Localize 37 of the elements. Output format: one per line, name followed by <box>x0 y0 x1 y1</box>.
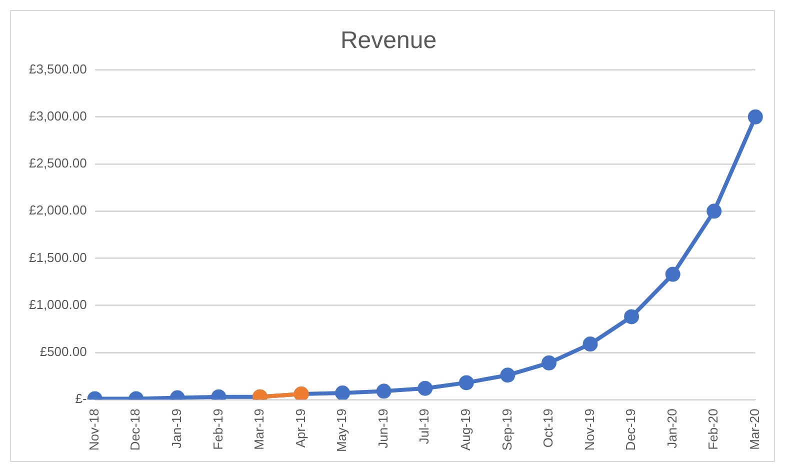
x-tick-label: Apr-19 <box>292 408 308 448</box>
x-tick-label: Mar-20 <box>746 408 762 450</box>
y-tick-label: £3,000.00 <box>28 108 87 124</box>
y-tick-label: £- <box>75 391 87 406</box>
y-tick-label: £1,000.00 <box>28 296 87 312</box>
x-tick-label: Dec-18 <box>128 408 143 451</box>
x-tick-label: Nov-18 <box>86 408 102 451</box>
x-tick-label: Mar-19 <box>252 408 267 450</box>
point <box>500 368 516 383</box>
point <box>541 355 556 370</box>
x-tick-label: Jan-19 <box>168 408 184 448</box>
point <box>624 309 640 324</box>
y-tick-label: £1,500.00 <box>28 250 87 265</box>
point <box>418 380 433 396</box>
x-tick-label: May-19 <box>334 408 350 452</box>
chart-title: Revenue <box>340 27 437 54</box>
y-tick-label: £2,000.00 <box>28 202 87 218</box>
x-tick-label: Dec-19 <box>623 408 638 451</box>
point <box>458 375 474 390</box>
x-tick-label: Oct-19 <box>540 408 556 448</box>
x-tick-label: Feb-19 <box>210 408 226 450</box>
x-tick-label: Feb-20 <box>706 408 721 450</box>
x-tick-label: Aug-19 <box>458 408 473 451</box>
y-tick-label: £3,500.00 <box>28 61 87 76</box>
y-tick-label: £500.00 <box>40 344 87 360</box>
x-tick-label: Sep-19 <box>499 408 514 451</box>
x-tick-label: Jun-19 <box>375 408 390 448</box>
x-tick-label: Jul-19 <box>416 408 432 444</box>
point <box>582 336 598 352</box>
point <box>748 109 763 124</box>
point <box>335 386 350 400</box>
x-tick-label: Jan-20 <box>664 408 680 448</box>
point <box>665 266 680 282</box>
y-tick-label: £2,500.00 <box>28 156 87 171</box>
point <box>706 204 722 219</box>
x-tick-label: Nov-19 <box>582 408 597 451</box>
point <box>376 384 392 399</box>
